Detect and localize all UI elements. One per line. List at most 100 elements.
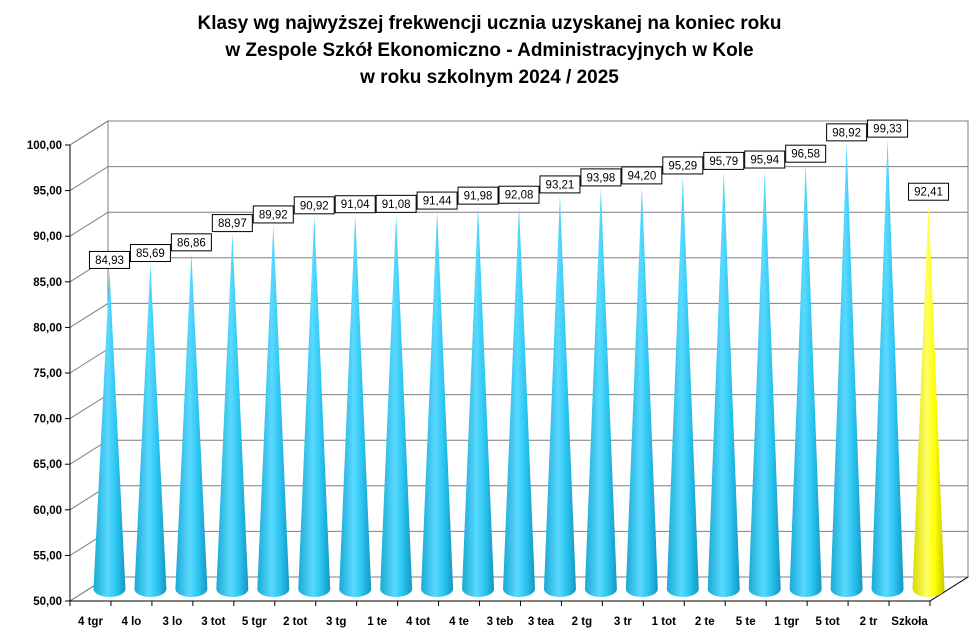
data-label-box — [129, 244, 171, 263]
cone-body — [789, 164, 822, 597]
data-label: 99,33 — [867, 119, 909, 138]
data-label: 98,92 — [826, 123, 868, 142]
data-label-box — [908, 182, 950, 201]
cone — [666, 175, 699, 597]
x-tick-label: 4 te — [449, 616, 469, 628]
cone — [871, 139, 904, 597]
cone — [216, 233, 249, 597]
data-label-box — [580, 168, 622, 187]
x-axis-depth-edge — [929, 576, 969, 602]
data-label-box — [826, 123, 868, 142]
data-label-box — [252, 205, 294, 224]
cone — [421, 211, 454, 597]
cone-body — [871, 139, 904, 597]
data-label-text: 89,92 — [259, 209, 288, 221]
cone-body — [421, 211, 454, 597]
cone-body — [175, 252, 208, 598]
data-label-box — [662, 156, 704, 175]
x-axis: 4 tgr 4 lo 3 lo 3 tot 5 tgr 2 tot 3 tg 1 te 4 to… — [69, 576, 969, 628]
cone — [298, 215, 331, 597]
data-label: 88,97 — [211, 214, 253, 233]
gridline — [69, 120, 968, 146]
data-label-text: 91,44 — [423, 196, 452, 208]
chart-title-line-1: Klasy wg najwyższej frekwencji ucznia uz… — [197, 13, 782, 34]
cone-body — [134, 263, 167, 597]
data-label-box — [211, 214, 253, 233]
data-label-box — [498, 185, 540, 204]
cone-body — [584, 187, 617, 597]
x-tick-label: 3 teb — [487, 616, 514, 628]
cone — [584, 187, 617, 597]
data-label-text: 92,08 — [505, 190, 534, 202]
cone-body — [707, 171, 740, 597]
data-label-box — [293, 196, 335, 215]
data-label: 91,98 — [457, 186, 499, 205]
cone — [543, 194, 576, 597]
cone — [830, 142, 863, 597]
cone-body — [543, 194, 576, 597]
data-label: 95,94 — [744, 150, 786, 169]
x-tick-label: 5 te — [736, 616, 756, 628]
data-label-box — [703, 151, 745, 170]
data-label-text: 99,33 — [873, 124, 902, 136]
x-tick-label: 4 tot — [406, 616, 430, 628]
cone-body — [298, 215, 331, 597]
chart-title: Klasy wg najwyższej frekwencji ucznia uz… — [0, 10, 979, 91]
data-label: 95,79 — [703, 151, 745, 170]
data-label-text: 95,94 — [750, 155, 779, 167]
data-label-text: 91,98 — [464, 191, 493, 203]
data-label-box — [88, 250, 130, 269]
data-label-box — [416, 191, 458, 210]
x-tick-label: 2 tr — [860, 616, 878, 628]
cone — [257, 224, 290, 597]
data-label-text: 86,86 — [177, 237, 206, 249]
cone-body — [625, 185, 658, 597]
y-tick-label: 50,00 — [33, 596, 62, 608]
data-label: 84,93 — [88, 250, 130, 269]
data-labels: 84,93 85,69 86,86 88,97 89,92 90,92 91,04 91,08… — [88, 119, 950, 269]
x-tick-label: 2 te — [695, 616, 715, 628]
cone — [175, 252, 208, 598]
cone — [789, 164, 822, 597]
cone-body — [93, 270, 126, 597]
data-label-text: 93,21 — [546, 179, 575, 191]
cone-body — [462, 206, 495, 597]
x-tick-label: 3 tg — [326, 616, 346, 628]
cone — [707, 171, 740, 597]
cone-body — [339, 214, 372, 597]
data-label-text: 96,58 — [791, 149, 820, 161]
cone-body — [748, 170, 781, 597]
data-label: 94,20 — [621, 166, 663, 185]
data-label-box — [457, 186, 499, 205]
data-label: 92,41 — [908, 182, 950, 201]
data-label-box — [621, 166, 663, 185]
data-label: 96,58 — [785, 144, 827, 163]
data-label-text: 93,98 — [587, 172, 616, 184]
cone — [503, 205, 535, 597]
cone — [134, 263, 167, 597]
data-label: 93,98 — [580, 168, 622, 187]
data-label-box — [539, 175, 581, 194]
data-label-text: 95,29 — [668, 160, 697, 172]
data-label-text: 91,08 — [382, 199, 411, 211]
x-tick-label: 2 tot — [283, 616, 307, 628]
data-label: 95,29 — [662, 156, 704, 175]
x-tick-label: 4 lo — [122, 616, 142, 628]
cone-body — [257, 224, 290, 597]
x-tick-label: 5 tgr — [242, 616, 267, 628]
x-tick-label: 3 tr — [614, 616, 632, 628]
x-tick-label: 1 tot — [652, 616, 676, 628]
gridline — [69, 211, 968, 237]
cone-body — [503, 205, 535, 597]
cone — [380, 214, 413, 597]
data-label: 93,21 — [539, 175, 581, 194]
data-label-box — [170, 233, 212, 252]
data-label-text: 91,04 — [341, 199, 370, 211]
cone — [462, 206, 495, 597]
chart-title-line-3: w roku szkolnym 2024 / 2025 — [360, 67, 619, 88]
x-tick-label: 5 tot — [815, 616, 839, 628]
x-tick-label: 2 tg — [572, 616, 592, 628]
cone-series — [93, 139, 945, 598]
cone — [93, 270, 126, 597]
